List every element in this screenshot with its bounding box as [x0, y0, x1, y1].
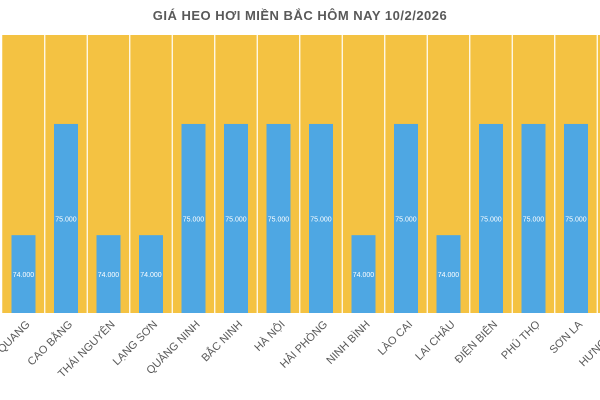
- data-label: 75.000: [268, 216, 290, 223]
- bar: [394, 123, 418, 314]
- category-label: PHÚ THỌ: [499, 318, 543, 362]
- band-layer: [2, 35, 600, 313]
- bar: [266, 123, 291, 314]
- bar: [351, 235, 376, 313]
- bar: [181, 123, 206, 314]
- bar: [436, 235, 461, 313]
- category-label: LÀO CAI: [375, 318, 415, 358]
- category-label: TUYÊN QUANG: [0, 318, 33, 384]
- data-label: 74.000: [140, 272, 162, 279]
- bar: [11, 235, 36, 313]
- category-label: HÀ NỘI: [252, 318, 288, 354]
- data-label: 75.000: [225, 216, 247, 223]
- category-label: ĐIỆN BIÊN: [452, 318, 500, 366]
- data-label: 75.000: [183, 216, 205, 223]
- bar: [224, 123, 248, 314]
- category-label: LAI CHÂU: [413, 318, 458, 363]
- data-label: 75.000: [55, 216, 77, 223]
- data-label: 74.000: [98, 272, 120, 279]
- bar: [479, 123, 503, 314]
- data-label: 75.000: [310, 216, 332, 223]
- category-label: SƠN LA: [547, 318, 585, 356]
- category-label: NINH BÌNH: [324, 318, 373, 367]
- data-label: 74.000: [353, 272, 375, 279]
- data-label: 75.000: [395, 216, 417, 223]
- value-label-layer: 74.000 75.000 74.000 74.000 75.000 75.000 75.0…: [13, 216, 587, 279]
- data-label: 75.000: [480, 216, 502, 223]
- column-band: [597, 35, 600, 313]
- data-label: 74.000: [438, 272, 460, 279]
- bar-layer: [11, 123, 588, 314]
- data-label: 75.000: [523, 216, 545, 223]
- bar: [564, 123, 588, 314]
- chart-title: GIÁ HEO HƠI MIỀN BẮC HÔM NAY 10/2/2026: [153, 8, 448, 23]
- data-label: 75.000: [565, 216, 587, 223]
- bar: [96, 235, 121, 313]
- bar: [309, 123, 333, 314]
- data-label: 74.000: [13, 272, 35, 279]
- bar: [139, 235, 163, 313]
- bar: [521, 123, 546, 314]
- category-label: BẮC NINH: [199, 318, 245, 364]
- bar: [54, 123, 78, 314]
